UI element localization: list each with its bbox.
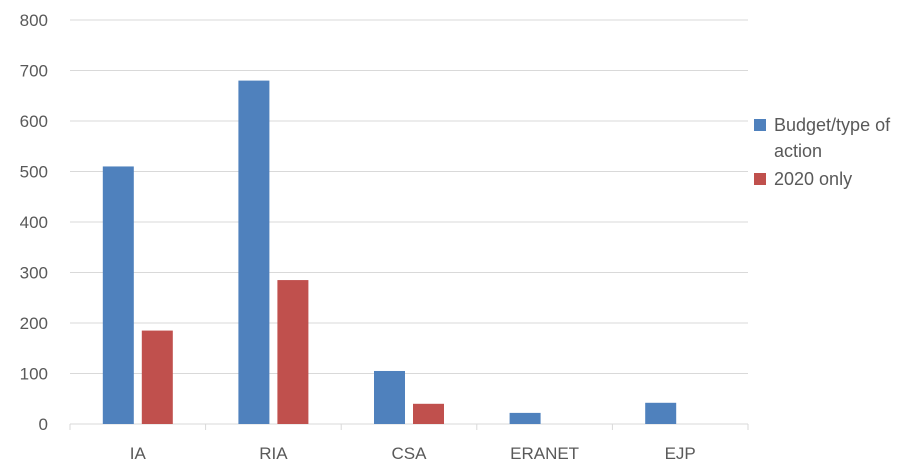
- bar-ia-series-1: [141, 330, 173, 424]
- bar-eranet-series-0: [509, 412, 541, 424]
- y-tick-label-800: 800: [20, 11, 48, 30]
- bar-ria-series-1: [277, 280, 309, 424]
- legend-label-2020: 2020 only: [774, 169, 853, 189]
- legend: Budget/type of action 2020 only: [752, 112, 920, 194]
- bar-csa-series-0: [374, 370, 405, 424]
- x-tick-label-ia: IA: [130, 444, 147, 462]
- x-tick-label-eranet: ERANET: [510, 444, 579, 462]
- legend-item-2020: 2020 only: [752, 166, 920, 192]
- y-tick-label-200: 200: [20, 314, 48, 333]
- y-axis-ticks: 0 100 200 300 400 500 600 700 800: [20, 11, 48, 434]
- gridlines: [69, 19, 749, 430]
- bar-ia-series-0: [102, 166, 134, 424]
- x-tick-label-csa: CSA: [392, 444, 428, 462]
- y-tick-label-600: 600: [20, 112, 48, 131]
- y-tick-label-100: 100: [20, 365, 48, 384]
- legend-item-budget: Budget/type of action: [752, 112, 920, 164]
- y-tick-label-400: 400: [20, 213, 48, 232]
- legend-swatch-2020: [754, 173, 766, 185]
- y-tick-label-0: 0: [39, 415, 48, 434]
- legend-swatch-budget: [754, 119, 766, 131]
- y-tick-label-500: 500: [20, 163, 48, 182]
- bars: [102, 80, 677, 424]
- y-tick-label-700: 700: [20, 62, 48, 81]
- bar-ria-series-0: [238, 80, 270, 424]
- x-tick-label-ria: RIA: [259, 444, 288, 462]
- bar-csa-series-1: [413, 403, 444, 424]
- x-tick-label-ejp: EJP: [665, 444, 696, 462]
- x-axis-ticks: IA RIA CSA ERANET EJP: [130, 444, 696, 462]
- bar-ejp-series-0: [645, 402, 677, 424]
- legend-label-budget: Budget/type of action: [774, 115, 891, 161]
- y-tick-label-300: 300: [20, 264, 48, 283]
